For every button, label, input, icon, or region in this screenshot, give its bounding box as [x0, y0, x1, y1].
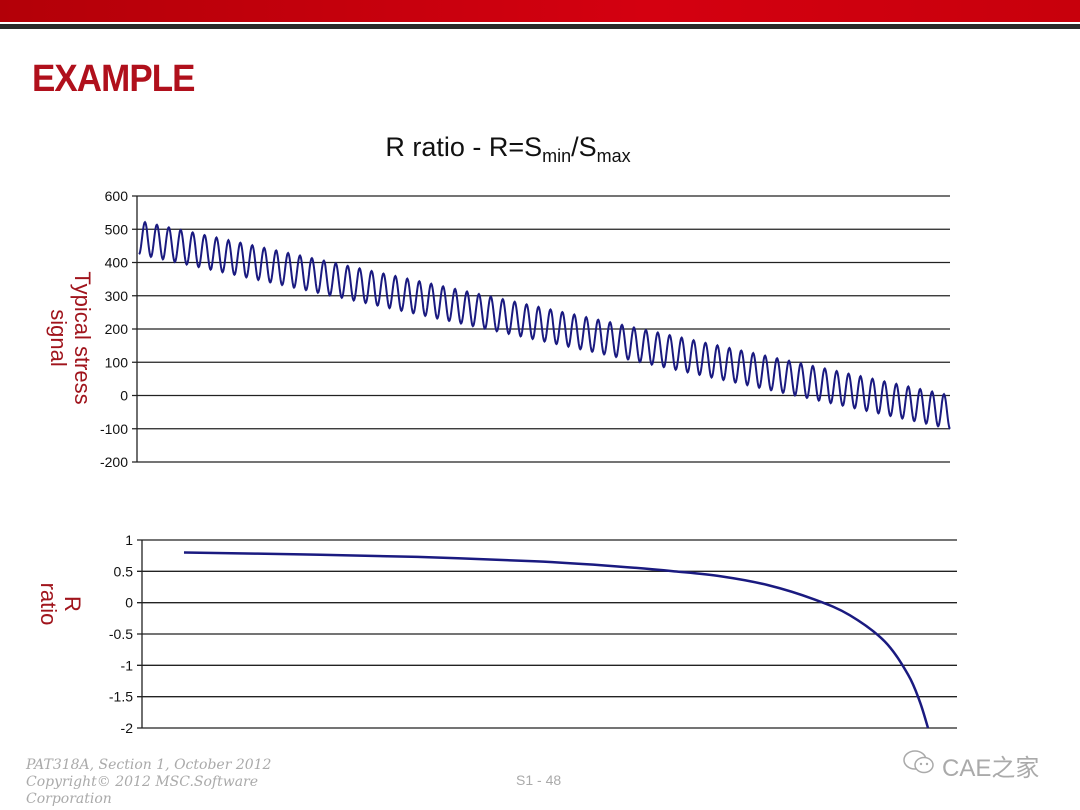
footer-line: Corporation	[26, 791, 112, 807]
footer-copyright: PAT318A, Section 1, October 2012 Copyrig…	[26, 757, 271, 808]
stress-signal-line	[138, 220, 951, 430]
slide-heading: EXAMPLE	[32, 58, 195, 100]
ylabel-line1: Typical stress	[70, 271, 95, 405]
page-number: S1 - 48	[516, 772, 562, 788]
r-ratio-tick-label: 0.5	[114, 563, 134, 579]
wechat-icon	[902, 749, 936, 782]
stress-tick-label: 600	[105, 188, 129, 204]
r-ratio-tick-label: 1	[125, 532, 133, 548]
ylabel-line2: ratio	[36, 582, 61, 626]
r-ratio-tick-label: -1	[121, 657, 134, 673]
r-ratio-tick-label: -1.5	[109, 689, 133, 705]
footer-line: Copyright© 2012 MSC.Software	[26, 774, 259, 790]
stress-axis-label: Typical stress signal	[46, 238, 95, 438]
ylabel-line2: signal	[46, 309, 71, 367]
watermark: CAE之家	[902, 748, 1039, 783]
r-ratio-tick-label: -2	[121, 720, 134, 736]
stress-tick-label: 400	[105, 255, 129, 271]
title-sub-min: min	[542, 146, 572, 166]
stress-tick-label: -100	[100, 421, 128, 437]
stress-tick-label: 500	[105, 221, 129, 237]
stress-tick-label: -200	[100, 454, 128, 470]
r-ratio-tick-label: 0	[125, 595, 133, 611]
title-text-mid: /S	[571, 132, 597, 162]
title-sub-max: max	[596, 146, 631, 166]
r-ratio-line	[183, 551, 930, 729]
stress-tick-label: 100	[105, 354, 129, 370]
r-ratio-tick-label: -0.5	[109, 626, 133, 642]
ylabel-line1: R	[60, 596, 85, 612]
stress-tick-label: 0	[120, 388, 128, 404]
stress-tick-label: 300	[105, 288, 129, 304]
header-bar	[0, 0, 1080, 22]
watermark-text: CAE之家	[942, 755, 1040, 782]
header-divider	[0, 24, 1080, 29]
chart-title: R ratio - R=Smin/Smax	[0, 132, 1016, 167]
title-text: R ratio - R=S	[385, 132, 543, 162]
stress-tick-label: 200	[105, 321, 129, 337]
footer-line: PAT318A, Section 1, October 2012	[26, 757, 272, 773]
